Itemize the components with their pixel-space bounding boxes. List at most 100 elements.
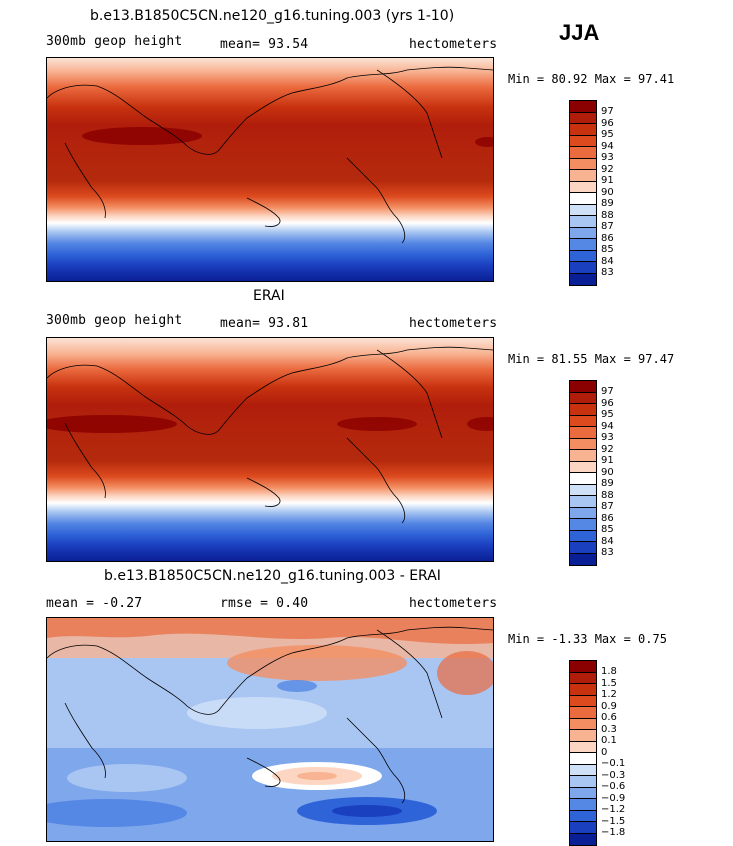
panel-2-colorbar — [569, 380, 597, 566]
colorbar-swatch — [570, 787, 596, 799]
colorbar-swatch — [570, 799, 596, 811]
colorbar-swatch — [570, 507, 596, 519]
colorbar-swatch — [570, 473, 596, 485]
colorbar-swatch — [570, 392, 596, 404]
panel-2-mean-label: mean= 93.81 — [220, 316, 309, 331]
panel-3-colorbar — [569, 660, 597, 846]
colorbar-swatch — [570, 227, 596, 239]
colorbar-swatch — [570, 833, 596, 845]
colorbar-tick-label: 94 — [601, 420, 614, 432]
colorbar-swatch — [570, 438, 596, 450]
colorbar-tick-label: 85 — [601, 524, 614, 535]
panel-1-map — [46, 57, 494, 282]
colorbar-tick-label: 89 — [601, 198, 614, 209]
colorbar-tick-label: 89 — [601, 478, 614, 489]
panel-2-variable-label: 300mb geop height — [46, 313, 183, 328]
colorbar-swatch — [570, 273, 596, 285]
colorbar-tick-label: −1.2 — [601, 804, 626, 815]
colorbar-swatch — [570, 404, 596, 416]
colorbar-tick-label: 84 — [601, 535, 614, 547]
colorbar-swatch — [570, 193, 596, 205]
colorbar-tick-label: 86 — [601, 512, 614, 524]
colorbar-swatch — [570, 450, 596, 462]
panel-2-map — [46, 337, 494, 562]
colorbar-swatch — [570, 381, 596, 393]
colorbar-swatch — [570, 530, 596, 542]
panel-2-colorbar-labels: 97 96 95 94 93 92 91 90 89 88 87 86 85 84 83 — [601, 386, 614, 559]
colorbar-tick-label: 84 — [601, 255, 614, 267]
colorbar-swatch — [570, 427, 596, 439]
colorbar-swatch — [570, 181, 596, 193]
colorbar-tick-label: 0.3 — [601, 723, 617, 735]
panel-2-minmax: Min = 81.55 Max = 97.47 — [508, 352, 675, 366]
colorbar-tick-label: 96 — [601, 397, 614, 409]
colorbar-swatch — [570, 484, 596, 496]
colorbar-swatch — [570, 822, 596, 834]
season-label: JJA — [559, 20, 600, 45]
colorbar-tick-label: 88 — [601, 489, 614, 501]
colorbar-swatch — [570, 112, 596, 124]
colorbar-tick-label: 0.9 — [601, 700, 617, 712]
panel-2-title: ERAI — [253, 288, 285, 304]
colorbar-swatch — [570, 461, 596, 473]
panel-3-minmax: Min = -1.33 Max = 0.75 — [508, 632, 667, 646]
colorbar-swatch — [570, 542, 596, 554]
panel-3-rmse-label: rmse = 0.40 — [220, 596, 309, 611]
panel-3-title: b.e13.B1850C5CN.ne120_g16.tuning.003 - E… — [104, 568, 441, 584]
colorbar-swatch — [570, 124, 596, 136]
colorbar-swatch — [570, 216, 596, 228]
colorbar-swatch — [570, 101, 596, 113]
colorbar-tick-label: −0.1 — [601, 758, 626, 769]
colorbar-tick-label: 95 — [601, 129, 614, 140]
panel-1-colorbar-labels: 97 96 95 94 93 92 91 90 89 88 87 86 85 84 83 — [601, 106, 614, 279]
colorbar-swatch — [570, 684, 596, 696]
panel-1-minmax: Min = 80.92 Max = 97.41 — [508, 72, 675, 86]
colorbar-tick-label: 91 — [601, 455, 614, 466]
colorbar-tick-label: 87 — [601, 501, 614, 512]
colorbar-tick-label: 97 — [601, 106, 614, 117]
colorbar-swatch — [570, 730, 596, 742]
colorbar-tick-label: 1.5 — [601, 677, 617, 689]
colorbar-tick-label: −0.9 — [601, 792, 626, 804]
colorbar-swatch — [570, 672, 596, 684]
panel-1-units-label: hectometers — [409, 37, 498, 52]
panel-1-variable-label: 300mb geop height — [46, 34, 183, 49]
colorbar-tick-label: 96 — [601, 117, 614, 129]
colorbar-swatch — [570, 415, 596, 427]
colorbar-swatch — [570, 262, 596, 274]
colorbar-tick-label: 95 — [601, 409, 614, 420]
colorbar-tick-label: 90 — [601, 186, 614, 198]
panel-1-mean-label: mean= 93.54 — [220, 37, 309, 52]
colorbar-swatch — [570, 718, 596, 730]
colorbar-tick-label: −1.8 — [601, 827, 626, 838]
colorbar-tick-label: 93 — [601, 152, 614, 163]
colorbar-tick-label: −0.3 — [601, 769, 626, 781]
colorbar-tick-label: 86 — [601, 232, 614, 244]
colorbar-tick-label: 0.6 — [601, 712, 617, 723]
panel-2-units-label: hectometers — [409, 316, 498, 331]
colorbar-tick-label: 0.1 — [601, 735, 617, 746]
colorbar-swatch — [570, 170, 596, 182]
colorbar-swatch — [570, 707, 596, 719]
colorbar-tick-label: 0 — [601, 746, 608, 758]
colorbar-swatch — [570, 764, 596, 776]
colorbar-swatch — [570, 135, 596, 147]
colorbar-tick-label: 1.8 — [601, 666, 617, 677]
colorbar-tick-label: 92 — [601, 163, 614, 175]
colorbar-swatch — [570, 519, 596, 531]
panel-3-units-label: hectometers — [409, 596, 498, 611]
colorbar-tick-label: −1.5 — [601, 815, 626, 827]
colorbar-swatch — [570, 661, 596, 673]
panel-1-colorbar — [569, 100, 597, 286]
colorbar-tick-label: 93 — [601, 432, 614, 443]
colorbar-tick-label: 83 — [601, 267, 614, 278]
colorbar-swatch — [570, 239, 596, 251]
colorbar-swatch — [570, 158, 596, 170]
colorbar-tick-label: −0.6 — [601, 781, 626, 792]
colorbar-swatch — [570, 741, 596, 753]
colorbar-swatch — [570, 553, 596, 565]
colorbar-swatch — [570, 250, 596, 262]
colorbar-tick-label: 97 — [601, 386, 614, 397]
colorbar-swatch — [570, 776, 596, 788]
colorbar-swatch — [570, 147, 596, 159]
